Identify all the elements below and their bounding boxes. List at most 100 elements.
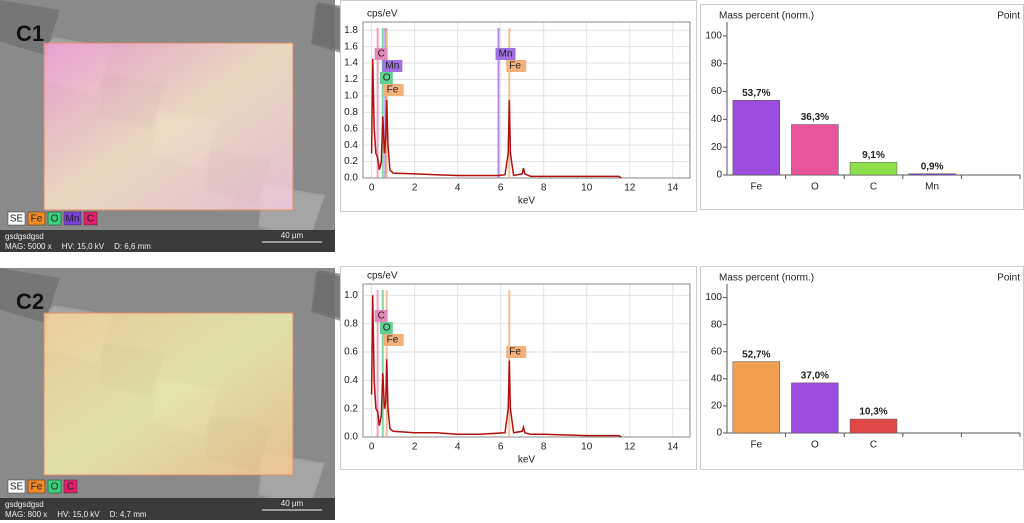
y-tick-label: 40 bbox=[711, 373, 723, 384]
y-tick-label: 100 bbox=[705, 31, 722, 42]
x-axis-label: keV bbox=[518, 455, 536, 466]
legend-chip bbox=[27, 479, 46, 494]
legend-chip bbox=[7, 479, 26, 494]
value-label: 0,9% bbox=[921, 161, 944, 172]
bar bbox=[849, 418, 898, 434]
x-axis-label: keV bbox=[518, 196, 536, 207]
y-tick-label: 20 bbox=[711, 142, 723, 153]
legend-chip bbox=[63, 479, 78, 494]
info-bar bbox=[0, 230, 335, 252]
x-tick-label: O bbox=[811, 440, 819, 451]
peak-label: C bbox=[378, 49, 385, 60]
y-tick-label: 1.0 bbox=[344, 91, 358, 102]
x-tick-label: Fe bbox=[750, 440, 762, 451]
spectrum-line bbox=[370, 295, 622, 438]
x-tick-label: O bbox=[811, 182, 819, 193]
plot-border bbox=[362, 21, 691, 179]
y-tick-label: 1.2 bbox=[344, 74, 358, 85]
peak-tag bbox=[506, 60, 527, 72]
bar bbox=[791, 382, 839, 434]
x-tick-label: 4 bbox=[455, 183, 461, 194]
y-tick-label: 80 bbox=[711, 58, 723, 69]
scale-label: 40 µm bbox=[281, 231, 304, 240]
chart-frame bbox=[340, 0, 697, 212]
legend-label: Fe bbox=[31, 482, 43, 493]
image-info: MAG: 5000 x bbox=[5, 242, 52, 251]
x-tick-label: 10 bbox=[581, 183, 593, 194]
x-tick-label: 8 bbox=[541, 442, 547, 453]
y-tick-label: 60 bbox=[711, 346, 723, 357]
legend-chip bbox=[27, 211, 46, 226]
peak-tag bbox=[374, 48, 388, 60]
sample-name: gsdgsdgsd bbox=[5, 232, 44, 241]
legend-chip bbox=[63, 211, 82, 226]
peak-label: C bbox=[378, 311, 385, 322]
x-tick-label: 10 bbox=[581, 442, 593, 453]
peak-tag bbox=[374, 310, 388, 322]
panel-label: C1 bbox=[16, 21, 44, 46]
value-label: 37,0% bbox=[801, 371, 829, 382]
value-label: 36,3% bbox=[801, 112, 829, 123]
peak-tag bbox=[383, 334, 404, 346]
y-tick-label: 0 bbox=[716, 170, 722, 181]
chart-frame bbox=[340, 266, 697, 470]
x-tick-label: 14 bbox=[667, 442, 679, 453]
x-tick-label: C bbox=[870, 182, 877, 193]
peak-label: O bbox=[383, 73, 391, 84]
y-tick-label: 0.0 bbox=[344, 432, 358, 443]
peak-tag bbox=[382, 60, 403, 72]
value-label: 9,1% bbox=[862, 150, 885, 161]
legend-chip bbox=[7, 211, 26, 226]
x-tick-label: C bbox=[870, 440, 877, 451]
peak-label: Fe bbox=[387, 335, 399, 346]
y-tick-label: 1.8 bbox=[344, 25, 358, 36]
legend-chip bbox=[47, 479, 62, 494]
legend-label: SE bbox=[10, 214, 24, 225]
value-label: 10,3% bbox=[859, 407, 887, 418]
legend-label: O bbox=[51, 214, 59, 225]
y-tick-label: 0.6 bbox=[344, 123, 358, 134]
y-tick-label: 0.4 bbox=[344, 140, 358, 151]
y-tick-label: 0.2 bbox=[344, 156, 358, 167]
image-info: D: 6,6 mm bbox=[114, 242, 151, 251]
x-tick-label: 0 bbox=[369, 442, 375, 453]
peak-label: Mn bbox=[385, 61, 399, 72]
analysis-area bbox=[43, 42, 294, 211]
peak-tag bbox=[506, 346, 527, 358]
peak-tag bbox=[379, 72, 393, 84]
panel-label: C2 bbox=[16, 289, 44, 314]
value-label: 53,7% bbox=[742, 88, 770, 99]
legend-label: O bbox=[51, 482, 59, 493]
peak-label: Fe bbox=[387, 85, 399, 96]
scale-label: 40 µm bbox=[281, 499, 304, 508]
y-tick-label: 40 bbox=[711, 114, 723, 125]
peak-label: Fe bbox=[509, 61, 521, 72]
bar bbox=[732, 100, 780, 176]
x-tick-label: 2 bbox=[412, 442, 418, 453]
crystal bbox=[0, 0, 60, 55]
x-tick-label: 6 bbox=[498, 183, 504, 194]
y-tick-label: 1.6 bbox=[344, 41, 358, 52]
y-tick-label: 0.2 bbox=[344, 403, 358, 414]
y-tick-label: 1.4 bbox=[344, 58, 358, 69]
peak-tag bbox=[383, 84, 404, 96]
peak-label: Fe bbox=[509, 347, 521, 358]
y-tick-label: 0.4 bbox=[344, 375, 358, 386]
x-tick-label: 2 bbox=[412, 183, 418, 194]
peak-label: O bbox=[383, 323, 391, 334]
y-tick-label: 20 bbox=[711, 401, 723, 412]
y-tick-label: 0.0 bbox=[344, 173, 358, 184]
peak-tag bbox=[379, 322, 393, 334]
crystal bbox=[0, 268, 60, 323]
x-tick-label: 8 bbox=[541, 183, 547, 194]
chart-title: Mass percent (norm.) bbox=[719, 11, 814, 22]
y-tick-label: 0.8 bbox=[344, 107, 358, 118]
legend-label: Mn bbox=[66, 214, 80, 225]
value-label: 52,7% bbox=[742, 349, 770, 360]
peak-label: Mn bbox=[499, 49, 513, 60]
x-tick-label: 4 bbox=[455, 442, 461, 453]
plot-border bbox=[362, 283, 691, 438]
y-tick-label: 0.8 bbox=[344, 318, 358, 329]
image-info: HV: 15,0 kV bbox=[62, 242, 105, 251]
